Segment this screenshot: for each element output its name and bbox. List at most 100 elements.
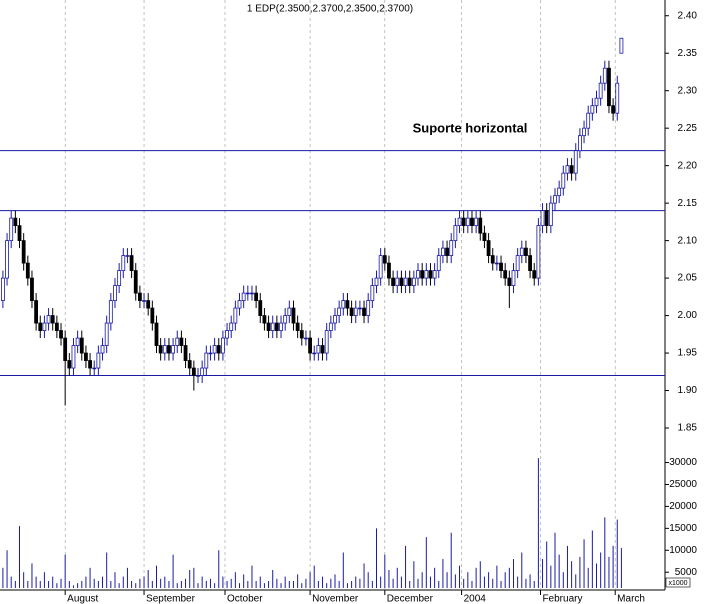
candle-body (374, 277, 379, 286)
candle-body (544, 210, 549, 227)
candle-body (92, 367, 97, 370)
candle-body (312, 352, 317, 355)
candle-body (75, 337, 80, 346)
x-tick-label: March (617, 594, 645, 604)
y-tick-label: 1.90 (678, 385, 698, 396)
candle-body (378, 255, 383, 279)
candle-body (357, 307, 362, 310)
candle-body (602, 67, 607, 84)
candle-body (108, 300, 113, 324)
candle-body (337, 307, 342, 316)
candle-body (42, 322, 47, 331)
candle-body (465, 217, 470, 227)
candle-body (416, 270, 420, 279)
candle-body (241, 292, 246, 301)
y-tick-label: 2.30 (678, 85, 698, 96)
candle-body (88, 360, 92, 369)
candle-body (515, 255, 520, 271)
volume-tick-label: 25000 (669, 479, 697, 490)
candle-body (295, 322, 300, 331)
candle-body (478, 217, 483, 234)
candle-body (503, 270, 508, 279)
chart-title: 1 EDP(2.3500,2.3700,2.3500,2.3700) (247, 4, 413, 15)
candle-body (490, 255, 495, 264)
candle-body (403, 277, 408, 286)
candle-body (532, 270, 537, 279)
candle-body (366, 300, 371, 316)
candle-body (162, 345, 167, 354)
candle-body (494, 262, 499, 265)
candle-body (137, 292, 142, 301)
candle-body (565, 165, 570, 174)
candle-body (212, 345, 217, 354)
candle-body (499, 262, 503, 271)
candle-body (578, 135, 582, 152)
candle-body (1, 277, 5, 301)
candle-body (457, 217, 462, 227)
volume-tick-label: 15000 (669, 523, 697, 534)
candle-body (175, 337, 180, 346)
annotation: Suporte horizontal (413, 120, 528, 135)
candle-body (54, 322, 59, 331)
candle-body (113, 285, 117, 301)
candle-body (133, 270, 138, 294)
candle-body (142, 300, 146, 302)
y-tick-label: 1.95 (678, 348, 698, 359)
candle-body (299, 330, 304, 339)
candle-body (590, 105, 595, 114)
candle-body (573, 150, 578, 174)
volume-tick-label: 20000 (669, 501, 697, 512)
candle-body (179, 337, 184, 346)
candle-body (316, 345, 321, 354)
candle-body (71, 345, 76, 369)
candle-body (382, 255, 387, 264)
candle-body (524, 247, 528, 257)
candle-body (453, 225, 458, 242)
candle-body (387, 262, 391, 279)
candle-body (445, 247, 449, 257)
candle-body (154, 322, 159, 346)
candle-body (308, 337, 312, 354)
candle-body (441, 247, 445, 257)
candle-body (146, 300, 151, 309)
candle-body (594, 97, 599, 107)
candle-body (561, 172, 566, 189)
candle-body (229, 322, 234, 331)
candle-body (125, 255, 130, 257)
candle-body (395, 277, 400, 286)
candle-body (67, 360, 72, 369)
candle-body (586, 112, 591, 129)
candle-body (461, 217, 466, 227)
candle-body (345, 300, 350, 309)
candle-body (167, 345, 171, 354)
candle-body (424, 270, 429, 279)
candle-body (279, 322, 283, 331)
candle-body (96, 352, 101, 369)
unit-box (665, 577, 691, 588)
candle-body (569, 165, 574, 174)
candle-body (237, 300, 242, 309)
candle-body (436, 255, 441, 271)
candle-body (274, 322, 279, 331)
candle-body (254, 292, 259, 301)
y-tick-label: 2.40 (678, 10, 698, 21)
candle-body (38, 322, 43, 331)
candle-body (104, 322, 109, 346)
x-tick-label: September (146, 594, 196, 604)
candle-body (79, 337, 84, 354)
candle-body (200, 367, 205, 376)
candle-body (370, 285, 375, 301)
candle-body (183, 345, 188, 361)
volume-unit: x1000 (668, 580, 687, 587)
candle-body (5, 240, 9, 279)
candle-body (187, 360, 192, 369)
y-tick-label: 2.10 (678, 235, 698, 246)
candle-body (158, 345, 163, 354)
candle-body (486, 240, 491, 257)
candle-body (216, 345, 221, 354)
candle-body (233, 307, 238, 324)
candle-body (196, 375, 200, 377)
candle-body (121, 255, 126, 271)
